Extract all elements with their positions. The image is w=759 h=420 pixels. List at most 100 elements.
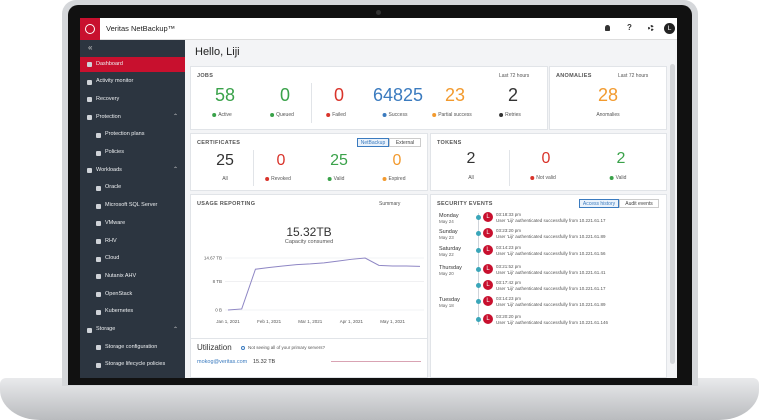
y-tick-label: 8 TB <box>213 279 222 284</box>
time-filter[interactable]: Last 72 hours <box>618 73 649 79</box>
status-dot <box>382 112 387 117</box>
nav-item[interactable]: Microsoft SQL Server <box>80 199 185 214</box>
nav-icon <box>96 256 101 262</box>
stat-label: Revoked <box>265 176 291 182</box>
event-date: May 22 <box>439 252 454 257</box>
status-dot <box>530 175 535 180</box>
stat-value: 2 <box>507 85 519 105</box>
nav-label: Microsoft SQL Server <box>105 202 158 209</box>
nav-icon <box>96 150 101 156</box>
nav-item[interactable]: OpenStack <box>80 287 185 302</box>
stat-value: 2 <box>466 150 476 167</box>
timeline-dot <box>476 283 481 288</box>
user-avatar[interactable]: L <box>664 23 675 34</box>
nav-label: Dashboard <box>96 60 123 67</box>
x-tick-label: Feb 1, 2021 <box>257 319 282 324</box>
utilization-hint: Not seeing all of your primary servers? <box>248 345 326 350</box>
anomaly-label: Anomalies <box>596 112 620 118</box>
nav-item[interactable]: Protection plans <box>80 128 185 143</box>
section-divider <box>191 338 427 339</box>
nav-item[interactable]: Dashboard <box>80 57 185 72</box>
server-link[interactable]: mokog@veritas.com <box>197 359 248 365</box>
logo-ring <box>85 24 95 34</box>
panel-title: USAGE REPORTING <box>197 201 256 207</box>
top-bar: Veritas NetBackup™? L <box>80 18 677 40</box>
event-date: May 24 <box>439 219 454 224</box>
event-text: User 'Liji' authenticated successfully f… <box>496 270 606 275</box>
tab[interactable]: NetBackup <box>357 138 389 147</box>
settings-icon[interactable] <box>648 25 654 31</box>
greeting: Hello, Liji <box>195 46 240 58</box>
tab[interactable]: External <box>389 138 421 147</box>
nav-item[interactable]: Storage ⌃ <box>80 323 185 338</box>
spark-line <box>331 361 421 362</box>
panel-title: SECURITY EVENTS <box>437 201 493 207</box>
nav-label: Kubernetes <box>105 308 134 315</box>
timeline-dot <box>476 317 481 322</box>
stat-label: Retries <box>499 112 521 118</box>
event-time: 03:23:20 pm <box>496 228 522 233</box>
nav-label: Activity monitor <box>96 78 134 85</box>
event-time: 03:18:33 pm <box>496 212 522 217</box>
nav-label: Oracle <box>105 184 122 191</box>
event-time: 03:14:23 pm <box>496 245 522 250</box>
y-tick-label: 0 B <box>215 308 222 313</box>
stat-label: Active <box>212 112 232 118</box>
timeline-dot <box>476 299 481 304</box>
tab[interactable]: Audit events <box>619 199 659 208</box>
nav-item[interactable]: Policies <box>80 146 185 161</box>
nav-item[interactable]: Storage configuration <box>80 340 185 355</box>
stat-label: Valid <box>327 176 344 182</box>
x-tick-label: Mar 1, 2021 <box>298 319 323 324</box>
stat-label: All <box>468 175 474 181</box>
nav-item[interactable]: Workloads ⌃ <box>80 163 185 178</box>
nav-label: Protection plans <box>105 131 145 138</box>
logo <box>80 18 100 40</box>
event-avatar: L <box>483 314 493 324</box>
nav-item[interactable]: Nutanix AHV <box>80 269 185 284</box>
nav-item[interactable]: Activity monitor <box>80 75 185 90</box>
event-text: User 'Liji' authenticated successfully f… <box>496 234 606 239</box>
collapse-icon[interactable]: « <box>88 43 93 52</box>
bell-icon[interactable] <box>605 25 610 31</box>
nav-label: Protection <box>96 113 121 120</box>
nav-item[interactable]: Oracle <box>80 181 185 196</box>
x-tick-label: Jan 1, 2021 <box>216 319 240 324</box>
nav-item[interactable]: Cloud <box>80 252 185 267</box>
event-day: Tuesday <box>439 297 460 303</box>
timeline-dot <box>476 267 481 272</box>
nav-item[interactable]: Protection ⌃ <box>80 110 185 125</box>
nav-item[interactable]: Recovery <box>80 92 185 107</box>
stat-label: Partial success <box>432 112 472 118</box>
event-avatar: L <box>483 228 493 238</box>
security-panel: SECURITY EVENTS Access history Audit event… <box>430 194 667 378</box>
capacity-total: 15.32TB <box>286 225 332 239</box>
timeline-dot <box>476 248 481 253</box>
tab[interactable]: Access history <box>579 199 619 208</box>
capacity-label: Capacity consumed <box>284 239 334 245</box>
summary-filter[interactable]: Summary <box>379 201 401 207</box>
nav-icon <box>87 79 92 85</box>
panel-title: JOBS <box>197 73 214 79</box>
tokens-panel: TOKENS 2 All 0 Not valid 2 Valid <box>430 133 667 191</box>
timeline-dot <box>476 215 481 220</box>
nav-item[interactable]: Storage lifecycle policies <box>80 358 185 373</box>
event-date: May 20 <box>439 271 454 276</box>
nav-icon <box>96 221 101 227</box>
help-icon[interactable]: ? <box>627 23 632 32</box>
sidebar: « Dashboard Activity monitor Recovery Prote… <box>80 40 185 378</box>
status-dot <box>432 112 437 117</box>
time-filter[interactable]: Last 72 hours <box>499 73 530 79</box>
nav-icon <box>96 274 101 280</box>
stat-label: Expired <box>382 176 405 182</box>
stat-value: 25 <box>330 152 348 169</box>
stat-value: 58 <box>214 85 236 105</box>
event-text: User 'Liji' authenticated successfully f… <box>496 251 606 256</box>
screen: Veritas NetBackup™? L « Dashboard Activity… <box>80 18 677 378</box>
nav-item[interactable]: RHV <box>80 234 185 249</box>
stat-value: 23 <box>444 85 466 105</box>
stat-label: Not valid <box>530 175 556 181</box>
nav-item[interactable]: Kubernetes <box>80 305 185 320</box>
nav-item[interactable]: VMware <box>80 216 185 231</box>
event-time: 03:14:23 pm <box>496 296 522 301</box>
